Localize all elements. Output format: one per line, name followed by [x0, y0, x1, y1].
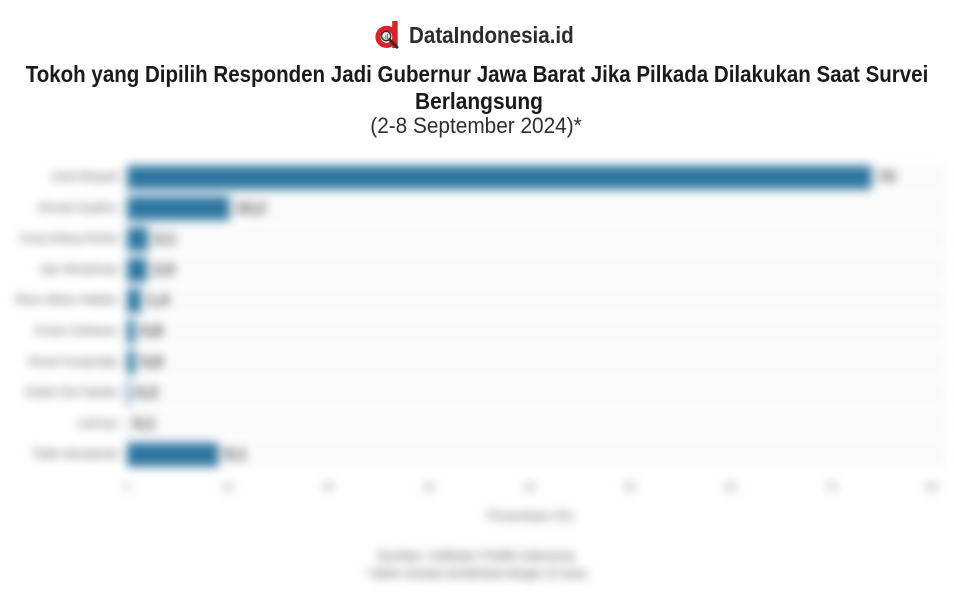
svg-text:Tidak tahu/jawab: Tidak tahu/jawab — [31, 449, 118, 461]
svg-text:0,8: 0,8 — [141, 323, 163, 340]
svg-text:2,1: 2,1 — [154, 231, 176, 248]
svg-text:74: 74 — [878, 169, 896, 186]
svg-text:Erwan Setiawan: Erwan Setiawan — [35, 326, 118, 338]
svg-text:1,4: 1,4 — [147, 292, 169, 309]
svg-text:60: 60 — [725, 482, 737, 494]
svg-text:Ahmad Syaikhu: Ahmad Syaikhu — [37, 202, 118, 214]
svg-text:9,1: 9,1 — [225, 446, 247, 463]
svg-text:2,0: 2,0 — [153, 261, 175, 278]
svg-text:Persentase (%): Persentase (%) — [487, 509, 573, 523]
svg-text:0,8: 0,8 — [141, 354, 163, 371]
svg-text:50: 50 — [624, 482, 636, 494]
svg-text:Gitalis Dwi Natalia: Gitalis Dwi Natalia — [25, 387, 119, 399]
svg-text:30: 30 — [423, 482, 435, 494]
svg-text:* dalam simulasi semiterbuka d: * dalam simulasi semiterbuka dengan 10 n… — [365, 567, 587, 581]
svg-text:Ronal Surapradja: Ronal Surapradja — [28, 356, 118, 368]
svg-text:70: 70 — [825, 482, 837, 494]
svg-text:0: 0 — [124, 482, 130, 494]
svg-text:20: 20 — [322, 482, 334, 494]
svg-text:Dedi Mulyadi: Dedi Mulyadi — [52, 172, 118, 184]
svg-text:Lainnya: Lainnya — [78, 418, 119, 430]
svg-text:Sumber: Indikator Politik Indo: Sumber: Indikator Politik Indonesia — [377, 549, 575, 563]
svg-text:0,3: 0,3 — [136, 385, 158, 402]
svg-text:10: 10 — [221, 482, 233, 494]
svg-text:Ilham Akbar Habibie: Ilham Akbar Habibie — [15, 295, 118, 307]
svg-text:Jeje Wiradinata: Jeje Wiradinata — [39, 264, 119, 276]
svg-text:10,2: 10,2 — [236, 200, 266, 217]
svg-text:40: 40 — [523, 482, 535, 494]
svg-text:Acep Adang Ruhiat: Acep Adang Ruhiat — [20, 233, 119, 245]
svg-text:0,1: 0,1 — [134, 415, 156, 432]
svg-text:80: 80 — [926, 482, 938, 494]
